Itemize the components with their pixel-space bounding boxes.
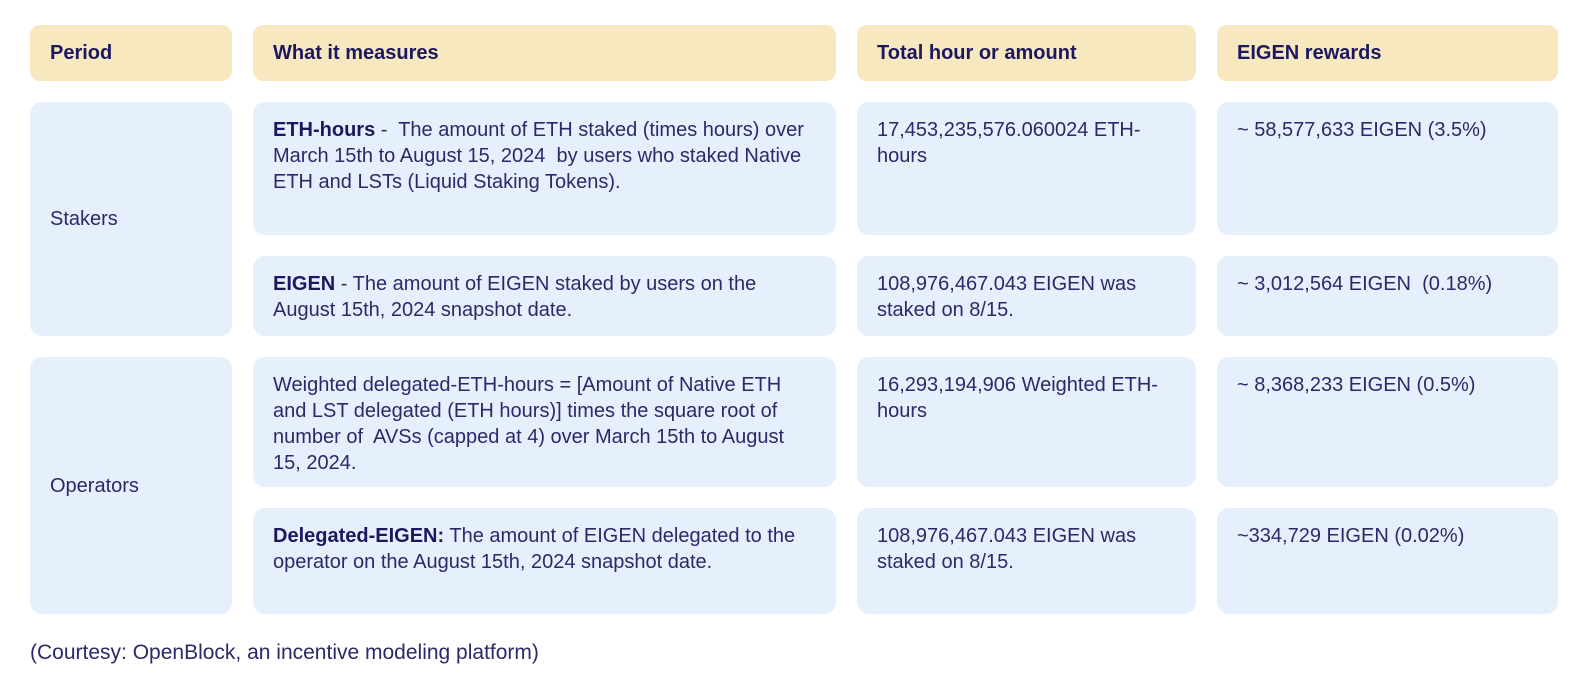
measure-cell-weighted-delegated-eth-hours: Weighted delegated-ETH-hours = [Amount o… xyxy=(253,357,836,487)
measure-description: The amount of EIGEN delegated to the ope… xyxy=(273,525,801,573)
rewards-cell-weighted-eth-hours: ~ 8,368,233 EIGEN (0.5%) xyxy=(1217,357,1558,487)
period-cell-stakers: Stakers xyxy=(30,102,232,336)
measure-description: Weighted delegated-ETH-hours = [Amount o… xyxy=(273,374,790,474)
rewards-cell-eigen-staked: ~ 3,012,564 EIGEN (0.18%) xyxy=(1217,256,1558,336)
measure-term: ETH-hours xyxy=(273,119,376,141)
measure-cell-eigen-staked: EIGEN - The amount of EIGEN staked by us… xyxy=(253,256,836,336)
period-cell-operators: Operators xyxy=(30,357,232,614)
rewards-cell-delegated-eigen: ~334,729 EIGEN (0.02%) xyxy=(1217,508,1558,614)
column-header-total-hour-or-amount: Total hour or amount xyxy=(857,25,1196,81)
column-header-period: Period xyxy=(30,25,232,81)
table-caption: (Courtesy: OpenBlock, an incentive model… xyxy=(30,641,539,664)
total-cell-eth-hours: 17,453,235,576.060024 ETH-hours xyxy=(857,102,1196,235)
total-cell-weighted-eth-hours: 16,293,194,906 Weighted ETH-hours xyxy=(857,357,1196,487)
measure-term: Delegated-EIGEN: xyxy=(273,525,445,547)
column-header-eigen-rewards: EIGEN rewards xyxy=(1217,25,1558,81)
measure-description: - The amount of ETH staked (times hours)… xyxy=(273,119,810,193)
rewards-cell-eth-hours: ~ 58,577,633 EIGEN (3.5%) xyxy=(1217,102,1558,235)
measure-cell-eth-hours: ETH-hours - The amount of ETH staked (ti… xyxy=(253,102,836,235)
measure-description: - The amount of EIGEN staked by users on… xyxy=(273,273,761,321)
total-cell-delegated-eigen: 108,976,467.043 EIGEN was staked on 8/15… xyxy=(857,508,1196,614)
total-cell-eigen-staked: 108,976,467.043 EIGEN was staked on 8/15… xyxy=(857,256,1196,336)
column-header-what-it-measures: What it measures xyxy=(253,25,836,81)
measure-term: EIGEN xyxy=(273,273,336,295)
measure-cell-delegated-eigen: Delegated-EIGEN: The amount of EIGEN del… xyxy=(253,508,836,614)
eigen-rewards-table: Period What it measures Total hour or am… xyxy=(30,25,1558,614)
